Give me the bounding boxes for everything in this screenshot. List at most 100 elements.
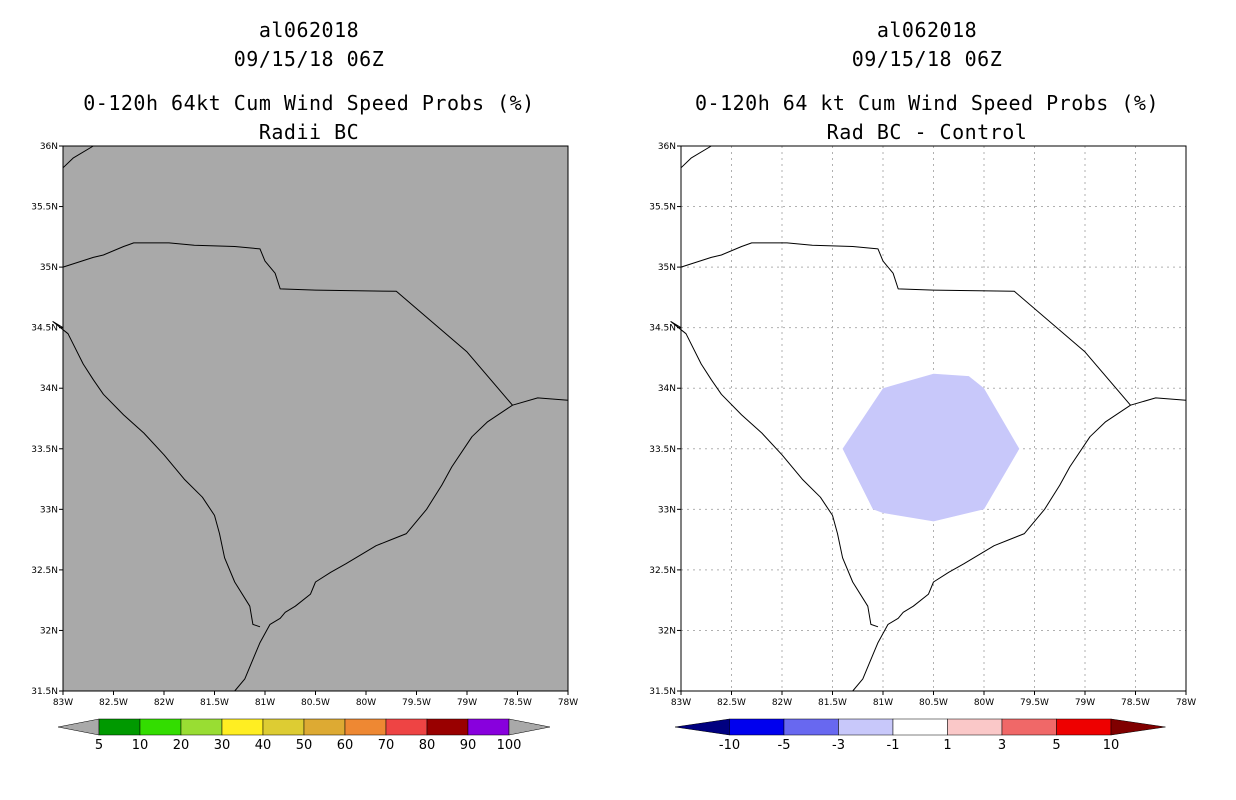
- lon-tick-label: 81.5W: [818, 698, 847, 708]
- state-border-fragment: [680, 145, 712, 169]
- map-subtitle: Rad BC - Control: [826, 120, 1028, 144]
- colorbar-segment: [892, 718, 948, 736]
- lon-tick-label: 82.5W: [717, 698, 746, 708]
- lat-tick-label: 31.5N: [649, 687, 676, 697]
- map-title: 0-120h 64 kt Cum Wind Speed Probs (%): [694, 91, 1160, 115]
- colorbar-label: 30: [214, 738, 231, 753]
- state-border-fragment: [62, 145, 94, 169]
- colorbar-label: 1: [943, 738, 951, 753]
- coastline: [234, 404, 513, 692]
- lat-tick-label: 33N: [40, 505, 58, 515]
- lon-tick-label: 82W: [772, 698, 792, 708]
- lon-tick-label: 79W: [1075, 698, 1095, 708]
- colorbar-segment: [344, 718, 387, 736]
- lon-tick-label: 81.5W: [200, 698, 229, 708]
- colorbar-label: 5: [1052, 738, 1060, 753]
- datetime: 09/15/18 06Z: [233, 47, 385, 71]
- colorbar-label: 50: [296, 738, 313, 753]
- colorbar-label: 10: [132, 738, 149, 753]
- colorbar-label: 3: [998, 738, 1006, 753]
- lon-tick-label: 78W: [558, 698, 578, 708]
- lon-tick-label: 78.5W: [1121, 698, 1150, 708]
- colorbar-label: 100: [497, 738, 522, 753]
- lon-tick-label: 80.5W: [301, 698, 330, 708]
- lat-tick-label: 34.5N: [649, 324, 676, 334]
- lon-tick-label: 79W: [457, 698, 477, 708]
- colorbar-label: 20: [173, 738, 190, 753]
- colorbar-label: 40: [255, 738, 272, 753]
- lon-tick-label: 83W: [671, 698, 691, 708]
- colorbar-label: -1: [887, 738, 900, 753]
- lon-tick-label: 78.5W: [503, 698, 532, 708]
- colorbar-segment: [838, 718, 894, 736]
- lat-tick-label: 32N: [40, 626, 58, 636]
- lat-tick-label: 32.5N: [31, 566, 58, 576]
- colorbar-label: 60: [337, 738, 354, 753]
- lat-tick-label: 34N: [658, 384, 676, 394]
- colorbar-segment: [262, 718, 305, 736]
- lat-tick-label: 33.5N: [31, 445, 58, 455]
- lon-tick-label: 80.5W: [919, 698, 948, 708]
- map-subtitle: Radii BC: [258, 120, 360, 144]
- lat-tick-label: 33N: [658, 505, 676, 515]
- map-figure-left: 83W 82.5W 82W 81.5W 81W 80.5W 80W 79.5W 79W 78.5W…: [31, 142, 578, 753]
- colorbar-label: -10: [719, 738, 740, 753]
- map-figure-right: 83W 82.5W 82W 81.5W 81W 80.5W 80W 79.5W 79W 78.5W…: [649, 142, 1196, 753]
- lon-tick-label: 78W: [1176, 698, 1196, 708]
- colorbar-segment: [426, 718, 469, 736]
- lat-tick-label: 35.5N: [649, 203, 676, 213]
- coastline: [852, 404, 1131, 692]
- sc-nc-border: [680, 242, 1131, 406]
- lon-tick-label: 82W: [154, 698, 174, 708]
- left-panel: al062018 09/15/18 06Z 0-120h 64kt Cum Wi…: [31, 18, 578, 753]
- sc-ga-border: [52, 321, 261, 628]
- lat-tick-label: 32N: [658, 626, 676, 636]
- map-background: [63, 146, 568, 691]
- storm-id: al062018: [258, 18, 360, 42]
- colorbar-segment: [467, 718, 510, 736]
- lon-tick-label: 82.5W: [99, 698, 128, 708]
- probability-decrease-region: [842, 373, 1020, 522]
- sc-nc-border: [62, 242, 513, 406]
- colorbar-label: 5: [95, 738, 103, 753]
- colorbar-label: 70: [378, 738, 395, 753]
- colorbar-segment: [783, 718, 839, 736]
- colorbar-segment: [180, 718, 223, 736]
- colorbar-left-arrow: [674, 718, 730, 736]
- colorbar-left-arrow: [57, 718, 100, 736]
- lat-tick-label: 35.5N: [31, 203, 58, 213]
- sc-ga-border: [670, 321, 879, 628]
- colorbar-label: 90: [460, 738, 477, 753]
- colorbar-segment: [221, 718, 264, 736]
- lat-tick-label: 31.5N: [31, 687, 58, 697]
- colorbar-right-arrow: [508, 718, 551, 736]
- lon-tick-label: 79.5W: [1020, 698, 1049, 708]
- colorbar-right-arrow: [1110, 718, 1166, 736]
- colorbar-label: 10: [1103, 738, 1120, 753]
- colorbar-segment: [1056, 718, 1112, 736]
- lon-tick-label: 80W: [356, 698, 376, 708]
- colorbar-segment: [1001, 718, 1057, 736]
- colorbar-segment: [947, 718, 1003, 736]
- colorbar-segment: [385, 718, 428, 736]
- lat-tick-label: 32.5N: [649, 566, 676, 576]
- nc-coastline: [512, 397, 569, 406]
- lat-tick-label: 35N: [40, 263, 58, 273]
- right-panel: al062018 09/15/18 06Z 0-120h 64 kt Cum W…: [618, 0, 1236, 800]
- datetime: 09/15/18 06Z: [851, 47, 1003, 71]
- colorbar-label: -5: [778, 738, 791, 753]
- map-title: 0-120h 64kt Cum Wind Speed Probs (%): [83, 91, 535, 115]
- colorbar-segment: [98, 718, 141, 736]
- lat-tick-label: 34.5N: [31, 324, 58, 334]
- lon-tick-label: 79.5W: [402, 698, 431, 708]
- nc-coastline: [1130, 397, 1187, 406]
- lon-tick-label: 81W: [255, 698, 275, 708]
- colorbar-segment: [303, 718, 346, 736]
- lat-tick-label: 34N: [40, 384, 58, 394]
- colorbar-segment: [729, 718, 785, 736]
- lat-tick-label: 35N: [658, 263, 676, 273]
- lat-tick-label: 36N: [658, 142, 676, 152]
- lat-tick-label: 33.5N: [649, 445, 676, 455]
- lon-tick-label: 81W: [873, 698, 893, 708]
- storm-id: al062018: [876, 18, 978, 42]
